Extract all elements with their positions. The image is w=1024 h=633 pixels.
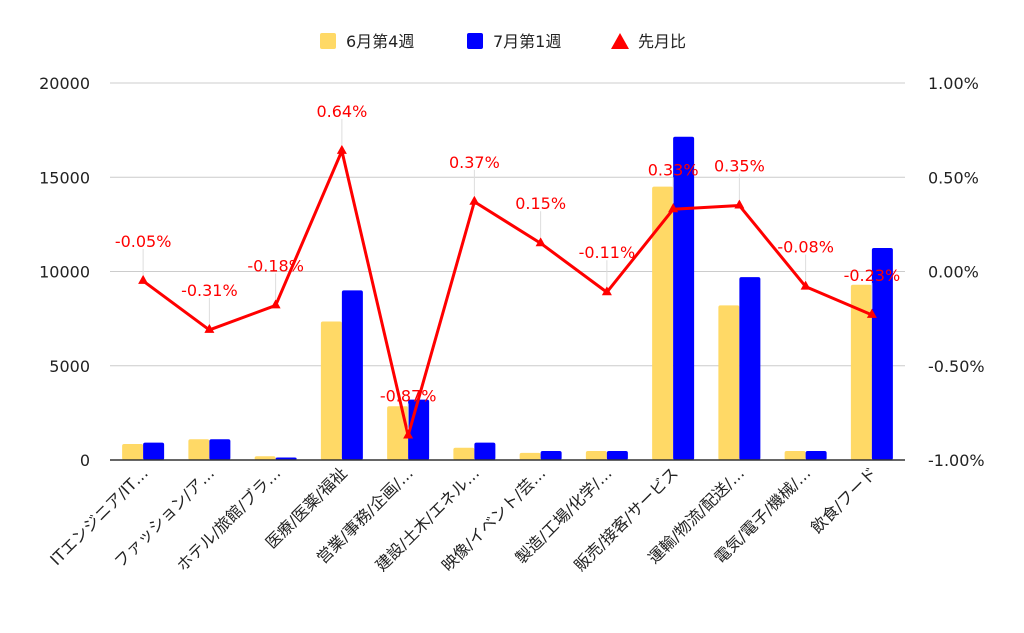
ratio-data-label: 0.64% — [316, 102, 367, 121]
ratio-marker — [535, 237, 546, 247]
left-tick-label: 15000 — [39, 168, 90, 187]
ratio-data-label: -0.11% — [579, 243, 636, 262]
ratio-line — [142, 149, 873, 437]
left-tick-label: 10000 — [39, 263, 90, 282]
ratio-marker — [469, 195, 480, 205]
legend-label: 7月第1週 — [493, 32, 561, 51]
ratio-marker — [204, 323, 215, 333]
bar-week1-july — [143, 442, 165, 460]
right-tick-label: 1.00% — [928, 74, 979, 93]
legend-item[interactable]: 先月比 — [611, 32, 686, 51]
ratio-marker — [601, 286, 612, 296]
left-tick-label: 20000 — [39, 74, 90, 93]
legend-triangle-icon — [611, 33, 629, 49]
right-tick-label: 0.00% — [928, 263, 979, 282]
right-tick-label: 0.50% — [928, 168, 979, 187]
ratio-marker — [336, 144, 347, 154]
legend-item[interactable]: 7月第1週 — [467, 32, 561, 51]
legend-item[interactable]: 6月第4週 — [320, 32, 414, 51]
left-tick-label: 0 — [80, 451, 90, 470]
ratio-data-label: 0.15% — [515, 194, 566, 213]
ratio-marker — [138, 274, 149, 284]
bar-week1-july — [341, 290, 363, 460]
bar-week4-june — [585, 450, 607, 460]
ratio-marker — [403, 429, 414, 439]
category-labels: ITエンジニア/IT…ファッション/ア…ホテル/旅館/ブラ…医療/医薬/福祉営業… — [46, 463, 880, 575]
bar-week1-july — [871, 247, 893, 460]
ratio-marker — [270, 299, 281, 309]
ratio-data-label: -0.18% — [247, 256, 304, 275]
bar-week1-july — [673, 136, 695, 460]
bar-week1-july — [209, 439, 231, 460]
bar-week4-june — [453, 447, 475, 460]
gridlines — [110, 82, 905, 367]
ratio-data-label: -0.31% — [181, 281, 238, 300]
bar-week4-june — [519, 452, 541, 460]
bar-week4-june — [850, 284, 872, 460]
bar-week4-june — [122, 443, 144, 460]
line-series — [142, 149, 873, 437]
ratio-data-label: -0.87% — [380, 386, 437, 405]
left-axis: 0 5000 10000 15000 20000 — [39, 74, 90, 470]
ratio-marker — [734, 199, 745, 209]
ratio-data-label: 0.35% — [714, 157, 765, 176]
legend: 6月第4週 7月第1週 先月比 — [320, 32, 686, 51]
bar-week4-june — [320, 321, 342, 460]
legend-swatch — [320, 33, 336, 49]
bars — [122, 136, 893, 461]
ratio-data-label: 0.33% — [648, 160, 699, 179]
ratio-data-label: 0.37% — [449, 153, 500, 172]
bar-week4-june — [718, 305, 740, 460]
bar-week1-july — [474, 442, 496, 460]
left-tick-label: 5000 — [49, 357, 90, 376]
ratio-data-label: -0.23% — [844, 266, 901, 285]
data-labels: -0.05% -0.31% -0.18% 0.64% -0.87% 0.37% 0.15% -… — [115, 102, 900, 430]
legend-swatch — [467, 33, 483, 49]
bar-week1-july — [805, 450, 827, 460]
bar-week4-june — [254, 456, 276, 460]
bar-week4-june — [652, 186, 674, 461]
ratio-marker — [866, 308, 877, 318]
bar-week1-july — [606, 450, 628, 460]
bar-week1-july — [540, 450, 562, 460]
ratio-marker — [668, 203, 679, 213]
ratio-data-label: -0.08% — [777, 238, 834, 257]
right-tick-label: -1.00% — [928, 451, 985, 470]
bar-week1-july — [739, 277, 761, 460]
category-label: 飲食/フード — [807, 463, 881, 537]
ratio-marker — [800, 280, 811, 290]
legend-label: 先月比 — [638, 32, 686, 51]
line-markers — [138, 144, 877, 439]
ratio-data-label: -0.05% — [115, 232, 172, 251]
legend-label: 6月第4週 — [346, 32, 414, 51]
right-tick-label: -0.50% — [928, 357, 985, 376]
bar-week4-june — [188, 439, 210, 460]
right-axis: -1.00% -0.50% 0.00% 0.50% 1.00% — [928, 74, 985, 470]
bar-week4-june — [387, 406, 409, 460]
bar-week4-june — [784, 450, 806, 460]
